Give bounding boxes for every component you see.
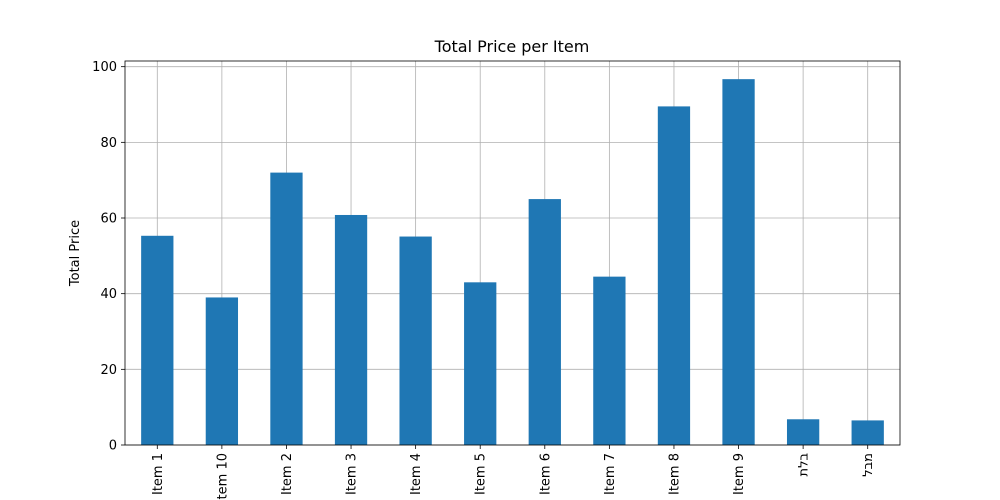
bar (722, 79, 755, 445)
plot-frame (124, 60, 901, 446)
x-tick-label: מבל (861, 453, 876, 477)
x-tick-label: Item 9 (732, 453, 747, 495)
bar (528, 199, 561, 445)
y-tick-label: 20 (100, 363, 117, 378)
x-tick-label: Item 8 (667, 453, 682, 495)
bar (464, 282, 497, 445)
bar (657, 106, 691, 445)
y-tick-label: 80 (100, 136, 117, 151)
chart-title: Total Price per Item (434, 37, 590, 56)
bar (786, 419, 820, 445)
bar (399, 236, 432, 445)
x-tick-label: בלת (797, 453, 812, 476)
x-tick-label: Item 3 (345, 453, 360, 495)
x-axis-ticks: Item 1 Item 10 Item 2 Item 3 Item 4 Item 5 Ite… (151, 445, 876, 500)
y-tick-label: 40 (100, 287, 117, 302)
x-tick-label: Item 10 (215, 453, 230, 500)
y-axis-label: Total Price (68, 220, 83, 287)
bar (141, 235, 174, 445)
bar (851, 420, 884, 445)
x-tick-label: Item 5 (474, 453, 489, 495)
x-tick-label: Item 2 (280, 453, 295, 495)
x-tick-label: Item 6 (538, 453, 553, 495)
y-tick-label: 60 (100, 212, 117, 227)
y-tick-label: 0 (109, 439, 117, 454)
y-axis-ticks: 0 20 40 60 80 100 (92, 60, 125, 454)
x-tick-label: Item 1 (151, 453, 166, 495)
bars (141, 79, 884, 446)
bar (334, 214, 368, 445)
x-tick-label: Item 4 (409, 453, 424, 495)
bar (270, 172, 303, 446)
grid-lines (125, 61, 900, 446)
y-tick-label: 100 (92, 60, 117, 75)
bar (205, 297, 239, 445)
x-tick-label: Item 7 (603, 453, 618, 495)
bar (593, 276, 626, 445)
